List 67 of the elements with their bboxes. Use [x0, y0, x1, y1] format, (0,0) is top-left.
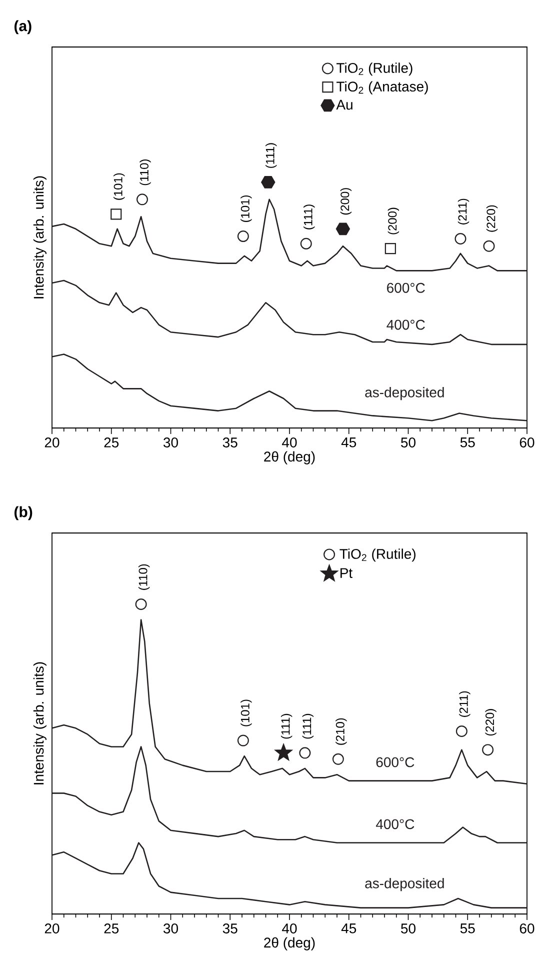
x-tick-label: 30: [163, 438, 178, 448]
point: [237, 230, 249, 242]
series-label: 600°C: [387, 282, 425, 293]
chart-title: (b): [14, 506, 32, 520]
legend-label: Pt: [340, 568, 352, 578]
x-tick-label: 35: [222, 924, 238, 934]
chart-title: (a): [14, 20, 32, 34]
point: [482, 744, 494, 756]
x-tick-label: 30: [163, 924, 178, 934]
x-tick-label: 25: [104, 438, 119, 448]
annotation: (220): [485, 709, 496, 736]
annotation: (211): [459, 691, 470, 717]
point: [136, 194, 148, 206]
annotation: (220): [486, 205, 498, 232]
point: [261, 176, 276, 188]
legend-label: TiO$_{2}$ (Anatase): [336, 81, 428, 94]
annotation: (210): [336, 718, 347, 745]
series-label: 600°C: [376, 757, 414, 768]
annotation: (200): [388, 208, 400, 234]
point: [135, 598, 147, 610]
y-axis-title: Intensity (arb. units): [33, 662, 46, 784]
annotation: (110): [140, 160, 151, 186]
annotation: (111): [266, 143, 277, 168]
annotation: (111): [304, 204, 315, 230]
x-tick-label: 60: [520, 438, 534, 448]
y-axis-title: Intensity (arb. units): [33, 176, 46, 298]
point: [454, 232, 466, 244]
x-tick-label: 50: [401, 438, 416, 448]
annotation: (211): [458, 198, 470, 224]
series-label: as-deposited: [365, 878, 444, 892]
series-label: as-deposited: [365, 387, 444, 400]
point: [483, 240, 495, 252]
point: [299, 747, 311, 759]
x-tick-label: 35: [222, 438, 238, 448]
point: [456, 725, 468, 737]
x-axis-title: 2θ (deg): [264, 451, 315, 464]
x-axis-title: 2θ (deg): [264, 937, 315, 950]
point: [384, 243, 396, 254]
point: [110, 208, 122, 220]
annotation: (101): [114, 173, 125, 200]
series-label: 400°C: [376, 819, 414, 830]
annotation: (110): [138, 564, 150, 590]
x-tick-label: 55: [460, 924, 475, 934]
x-tick-label: 45: [341, 924, 356, 934]
annotation: (101): [240, 700, 252, 726]
point: [332, 753, 344, 765]
x-tick-label: 45: [341, 438, 356, 448]
legend-label: Au: [336, 100, 352, 110]
series-label: 400°C: [386, 320, 425, 330]
annotation: (111): [280, 714, 292, 739]
x-tick-label: 25: [104, 924, 119, 934]
x-tick-label: 20: [44, 924, 60, 934]
legend-label: TiO$_{2}$ (Rutile): [336, 62, 412, 76]
x-tick-label: 20: [44, 438, 60, 448]
annotation: (200): [340, 188, 352, 215]
annotation: (101): [240, 195, 252, 222]
x-tick-label: 55: [460, 438, 475, 448]
x-tick-label: 40: [282, 438, 297, 448]
point: [274, 744, 292, 760]
annotation: (111): [302, 714, 314, 739]
x-tick-label: 40: [282, 924, 297, 934]
x-tick-label: 60: [520, 924, 534, 934]
legend-label: TiO$_{2}$ (Rutile): [340, 548, 416, 562]
x-tick-label: 50: [401, 924, 416, 934]
point: [237, 734, 249, 746]
point: [300, 238, 312, 250]
point: [336, 222, 350, 236]
